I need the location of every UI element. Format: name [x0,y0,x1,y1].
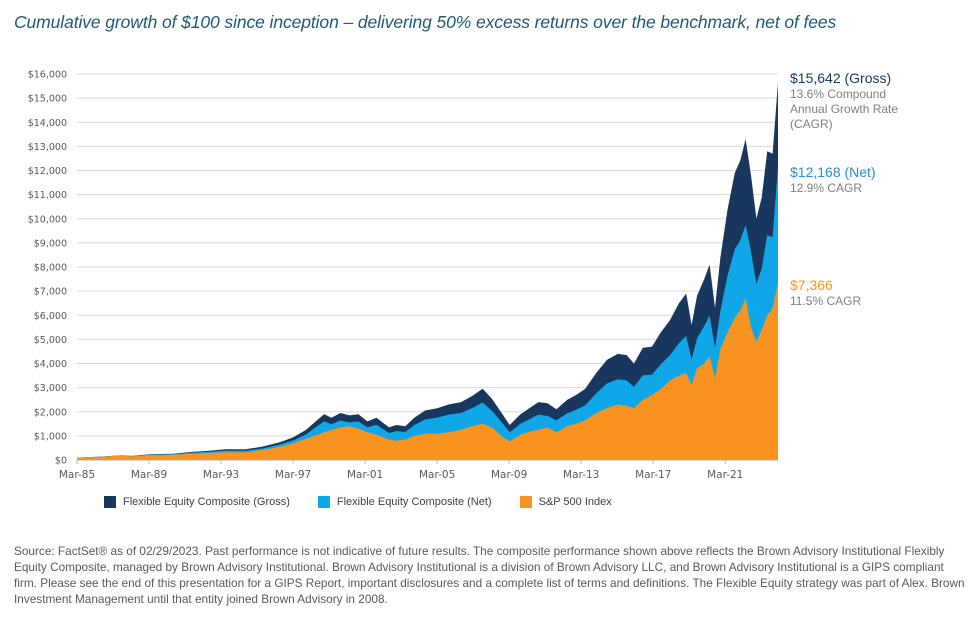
y-axis-ticks: $0 $1,000 $2,000 $3,000 $4,000 $5,000 $6,000 $7… [28,70,67,467]
annotation-sp500-value: $7,366 [790,277,833,293]
y-tick-label: $7,000 [34,287,67,298]
y-tick-label: $9,000 [34,238,67,249]
y-tick-label: $1,000 [34,431,67,442]
x-tick-label: Mar-21 [707,469,743,481]
y-tick-label: $0 [55,456,67,467]
y-tick-label: $13,000 [28,142,67,153]
y-tick-label: $11,000 [28,190,67,201]
y-tick-label: $4,000 [34,359,67,370]
legend-swatch-gross [104,496,116,508]
annotation-sp500-cagr: 11.5% CAGR [790,294,862,308]
x-tick-label: Mar-13 [563,469,599,481]
annotation-gross-line2: Annual Growth Rate [790,102,899,116]
x-tick-label: Mar-17 [635,469,671,481]
y-tick-label: $6,000 [34,311,67,322]
annotation-gross-line1: 13.6% Compound [790,87,887,101]
x-tick-label: Mar-09 [491,469,527,481]
y-tick-label: $2,000 [34,407,67,418]
annotation-sp500: $7,366 11.5% CAGR [790,277,861,309]
y-tick-label: $12,000 [28,166,67,177]
annotation-gross-line3: (CAGR) [790,117,833,131]
legend-swatch-net [317,496,330,508]
x-tick-label: Mar-05 [419,469,455,481]
area-gross [77,82,778,460]
legend-item-gross: Flexible Equity Composite (Gross) [104,496,290,508]
y-tick-label: $3,000 [34,383,67,394]
annotation-net-value: $12,168 (Net) [790,164,876,180]
x-tick-label: Mar-93 [203,469,239,481]
legend-label-net: Flexible Equity Composite (Net) [336,496,492,508]
x-tick-label: Mar-01 [347,469,383,481]
legend-item-net: Flexible Equity Composite (Net) [317,496,492,508]
x-tick-label: Mar-89 [131,469,167,481]
annotation-gross: $15,642 (Gross) 13.6% Compound Annual Gr… [790,70,898,132]
legend-item-sp500: S&P 500 Index [519,496,612,508]
chart-title: Cumulative growth of $100 since inceptio… [14,12,837,32]
annotation-net: $12,168 (Net) 12.9% CAGR [790,164,876,196]
y-tick-label: $10,000 [28,214,67,225]
legend-label-gross: Flexible Equity Composite (Gross) [123,496,290,508]
y-tick-label: $5,000 [34,335,67,346]
x-tick-label: Mar-97 [275,469,311,481]
y-tick-label: $8,000 [34,263,67,274]
annotation-net-cagr: 12.9% CAGR [790,181,863,195]
y-tick-label: $16,000 [28,70,67,81]
legend-swatch-sp500 [519,496,532,508]
chart-legend: Flexible Equity Composite (Gross) Flexib… [104,496,640,508]
area-chart: $0 $1,000 $2,000 $3,000 $4,000 $5,000 $6,000 $7… [28,70,778,481]
y-tick-label: $15,000 [28,94,67,105]
legend-label-sp500: S&P 500 Index [538,496,612,508]
chart-areas [77,82,778,460]
source-footnote: Source: FactSet® as of 02/29/2023. Past … [14,544,965,606]
x-axis: Mar-85 Mar-89 Mar-93 Mar-97 Mar-01 Mar-05 Mar-… [59,460,778,481]
annotation-gross-value: $15,642 (Gross) [790,70,892,86]
area-sp500 [77,282,778,460]
x-tick-label: Mar-85 [59,469,95,481]
y-tick-label: $14,000 [28,118,67,129]
gridlines [77,73,778,437]
